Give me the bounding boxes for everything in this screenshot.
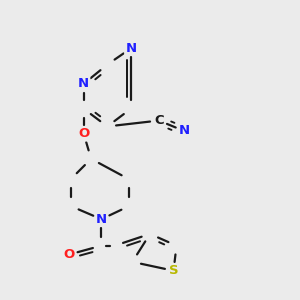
Text: C: C [154, 114, 164, 127]
Text: N: N [78, 77, 89, 90]
Text: O: O [63, 248, 75, 261]
Text: O: O [78, 127, 89, 140]
Text: S: S [169, 264, 178, 277]
Text: N: N [178, 124, 189, 137]
Text: N: N [125, 42, 136, 55]
Text: N: N [96, 213, 107, 226]
